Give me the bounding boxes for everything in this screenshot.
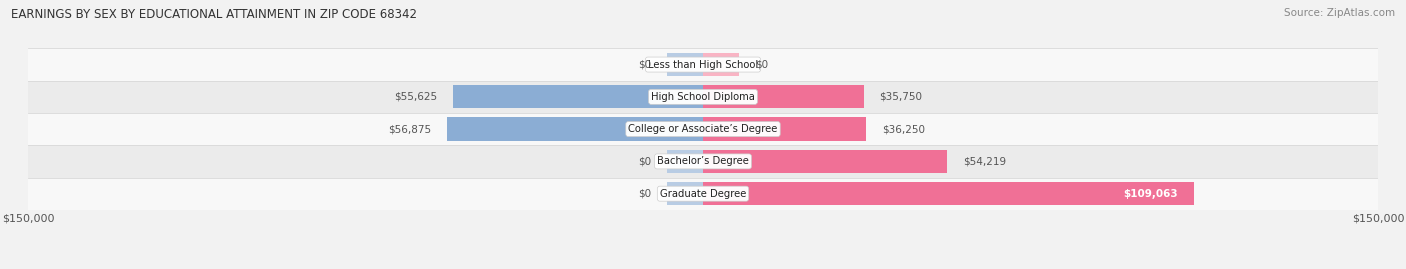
Text: Less than High School: Less than High School	[648, 59, 758, 70]
Text: EARNINGS BY SEX BY EDUCATIONAL ATTAINMENT IN ZIP CODE 68342: EARNINGS BY SEX BY EDUCATIONAL ATTAINMEN…	[11, 8, 418, 21]
Text: High School Diploma: High School Diploma	[651, 92, 755, 102]
Text: $54,219: $54,219	[963, 156, 1005, 167]
Bar	[666, 53, 703, 76]
Text: $109,063: $109,063	[1123, 189, 1178, 199]
Bar	[666, 182, 703, 205]
Bar	[28, 48, 1378, 81]
Text: $0: $0	[638, 59, 651, 70]
Text: $0: $0	[638, 156, 651, 167]
Text: Source: ZipAtlas.com: Source: ZipAtlas.com	[1284, 8, 1395, 18]
Bar	[447, 118, 703, 141]
Text: $55,625: $55,625	[394, 92, 437, 102]
Bar	[453, 85, 703, 108]
Bar	[28, 145, 1378, 178]
Bar	[28, 81, 1378, 113]
Text: Bachelor’s Degree: Bachelor’s Degree	[657, 156, 749, 167]
Bar	[703, 118, 866, 141]
Bar	[703, 150, 948, 173]
Text: $35,750: $35,750	[880, 92, 922, 102]
Bar	[703, 53, 740, 76]
Text: $0: $0	[638, 189, 651, 199]
Bar	[28, 178, 1378, 210]
Bar	[666, 150, 703, 173]
Text: $0: $0	[755, 59, 768, 70]
Bar	[703, 85, 863, 108]
Text: College or Associate’s Degree: College or Associate’s Degree	[628, 124, 778, 134]
Text: $56,875: $56,875	[388, 124, 432, 134]
Bar	[28, 113, 1378, 145]
Text: $36,250: $36,250	[882, 124, 925, 134]
Bar	[703, 182, 1194, 205]
Text: Graduate Degree: Graduate Degree	[659, 189, 747, 199]
